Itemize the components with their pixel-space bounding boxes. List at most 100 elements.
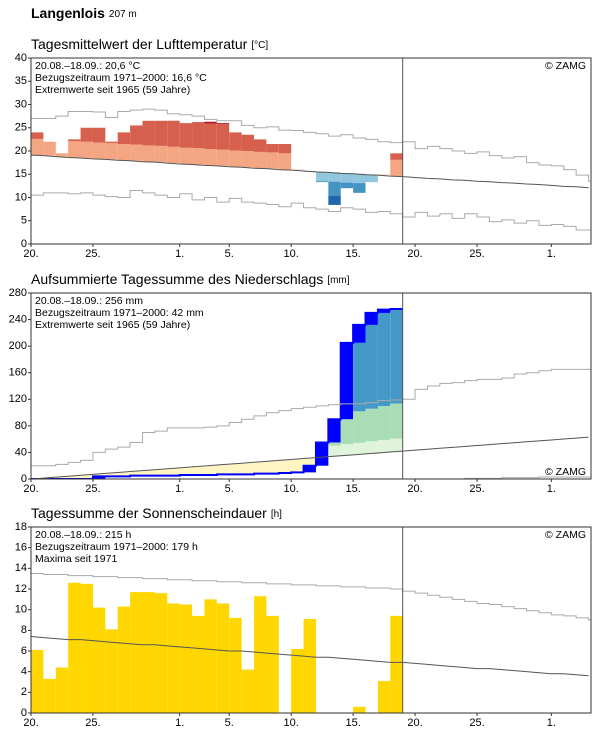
legend-entry: 20.08.–18.09.: 20,6 °C xyxy=(35,60,141,72)
y-tick-label: 10 xyxy=(15,191,27,203)
surplus-band xyxy=(340,419,354,445)
anomaly-bar xyxy=(142,145,155,162)
extreme-line xyxy=(31,368,591,467)
deficit-band xyxy=(192,466,205,476)
y-tick-label: 12 xyxy=(15,583,27,595)
bar xyxy=(130,592,143,713)
surplus-band xyxy=(353,442,366,455)
bar xyxy=(68,582,81,713)
daily-increment xyxy=(328,419,341,443)
bar xyxy=(192,615,205,713)
surplus-band xyxy=(365,324,378,409)
y-tick-label: 0 xyxy=(21,473,27,485)
y-tick-label: 80 xyxy=(15,420,27,432)
anomaly-bar xyxy=(229,150,242,167)
anomaly-bar xyxy=(167,146,180,164)
y-tick-label: 0 xyxy=(21,238,27,250)
bar xyxy=(117,606,131,713)
y-tick-label: 5 xyxy=(21,215,27,227)
bar xyxy=(92,607,106,713)
daily-increment xyxy=(303,465,316,473)
deficit-band xyxy=(303,458,316,466)
deficit-band xyxy=(142,470,155,476)
deficit-band xyxy=(154,469,168,476)
y-tick-label: 280 xyxy=(9,287,27,299)
x-tick-label: 15. xyxy=(345,248,360,260)
anomaly-bar xyxy=(43,141,56,156)
y-tick-label: 2 xyxy=(21,686,27,698)
anomaly-bar xyxy=(31,138,44,156)
plot xyxy=(31,307,591,479)
x-tick-label: 5. xyxy=(225,483,234,495)
y-tick-label: 40 xyxy=(15,446,27,458)
y-tick-label: 18 xyxy=(15,521,27,533)
surplus-band xyxy=(390,309,403,404)
deficit-band xyxy=(266,461,279,474)
station-name: Langenlois xyxy=(31,5,105,21)
y-tick-label: 120 xyxy=(9,393,27,405)
anomaly-bar xyxy=(266,152,279,169)
anomaly-bar xyxy=(192,122,205,149)
y-tick-label: 20 xyxy=(15,145,27,157)
title-unit: [mm] xyxy=(327,275,349,286)
anomaly-bar xyxy=(154,120,168,146)
y-tick-label: 4 xyxy=(21,666,27,678)
legend-entry: Extremwerte seit 1965 (59 Jahre) xyxy=(35,84,190,96)
bar xyxy=(105,629,118,713)
daily-increment xyxy=(353,324,366,343)
anomaly-bar xyxy=(68,139,81,142)
x-tick-label: 25. xyxy=(469,483,484,495)
surplus-band xyxy=(328,442,341,446)
anomaly-bar xyxy=(179,123,193,148)
anomaly-bar xyxy=(80,141,93,158)
bar xyxy=(43,678,56,713)
y-tick-label: 6 xyxy=(21,645,27,657)
daily-increment xyxy=(92,476,106,479)
x-tick-label: 25. xyxy=(469,248,484,260)
bar xyxy=(216,603,230,713)
cumulative-line xyxy=(31,307,403,479)
y-tick-label: 16 xyxy=(15,542,27,554)
surplus-band xyxy=(390,403,403,439)
x-tick-label: 10. xyxy=(284,483,299,495)
anomaly-bar xyxy=(92,127,106,143)
bar xyxy=(55,667,69,713)
station-altitude: 207 m xyxy=(109,9,137,20)
anomaly-bar xyxy=(105,143,118,160)
y-tick-label: 35 xyxy=(15,75,27,87)
anomaly-bar xyxy=(179,147,193,165)
anomaly-bar xyxy=(340,182,354,189)
anomaly-bar xyxy=(192,148,205,165)
x-tick-label: 20. xyxy=(407,248,422,260)
anomaly-bar xyxy=(340,173,354,183)
anomaly-bar xyxy=(254,139,267,152)
anomaly-bar xyxy=(154,145,168,163)
anomaly-bar xyxy=(105,141,118,144)
y-tick-label: 160 xyxy=(9,367,27,379)
surplus-band xyxy=(377,406,391,440)
bar xyxy=(204,599,217,713)
anomaly-bar xyxy=(92,142,106,159)
anomaly-bar xyxy=(278,144,292,154)
extreme-line xyxy=(31,108,591,182)
bar xyxy=(179,604,193,713)
normal-line xyxy=(31,154,589,189)
bar xyxy=(142,592,155,713)
normal-line xyxy=(31,636,589,677)
x-tick-label: 15. xyxy=(345,483,360,495)
plot xyxy=(31,573,591,713)
bar xyxy=(254,596,267,713)
deficit-band xyxy=(229,464,242,475)
x-tick-label: 1. xyxy=(175,483,184,495)
anomaly-bar xyxy=(278,153,292,170)
deficit-band xyxy=(241,463,255,475)
surplus-band xyxy=(377,439,391,453)
x-tick-label: 20. xyxy=(23,248,38,260)
surplus-band xyxy=(353,342,366,412)
anomaly-bar xyxy=(117,144,131,161)
bar xyxy=(291,648,304,713)
x-tick-label: 25. xyxy=(85,248,100,260)
y-tick-label: 40 xyxy=(15,52,27,64)
anomaly-bar xyxy=(266,144,279,153)
y-tick-label: 0 xyxy=(21,707,27,719)
